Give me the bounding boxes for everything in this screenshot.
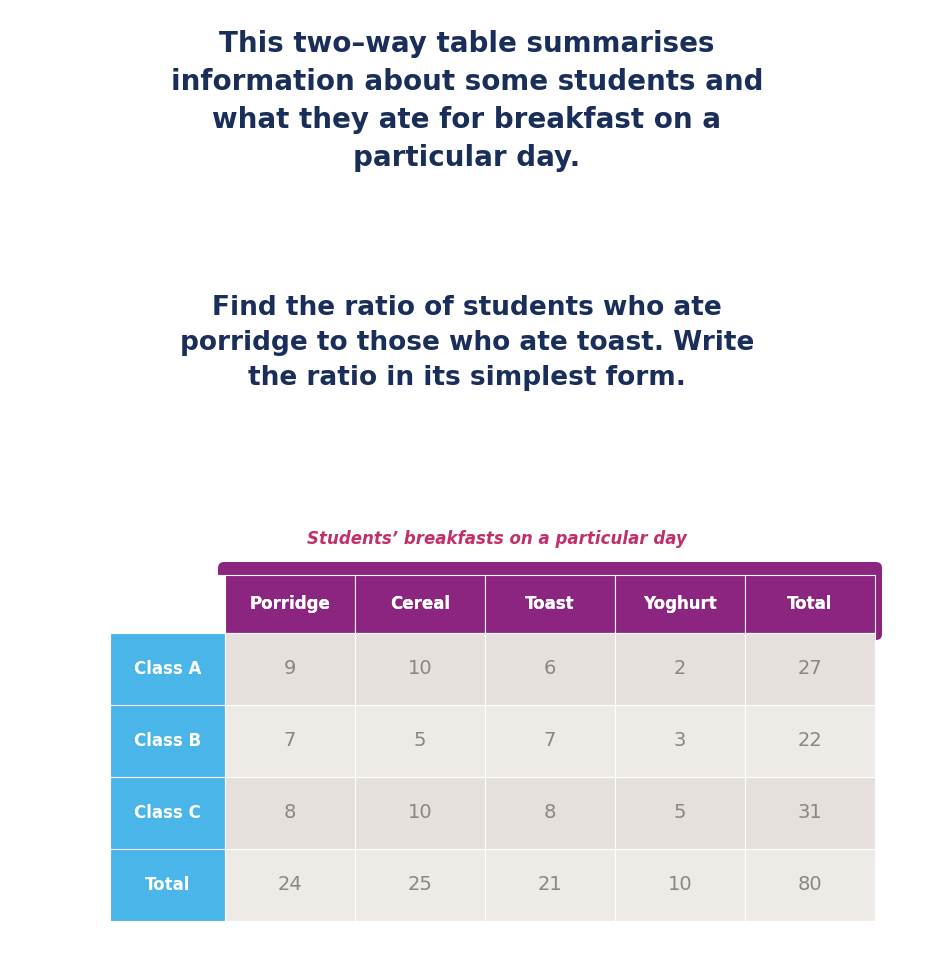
Bar xyxy=(225,575,355,633)
Text: This two–way table summarises
information about some students and
what they ate : This two–way table summarises informatio… xyxy=(171,30,763,171)
Bar xyxy=(485,575,615,633)
Bar xyxy=(485,633,615,705)
Text: 27: 27 xyxy=(798,659,822,679)
Text: 5: 5 xyxy=(673,804,686,822)
Text: 21: 21 xyxy=(538,876,562,894)
Bar xyxy=(485,705,615,777)
Bar xyxy=(615,777,745,849)
Bar xyxy=(745,849,875,921)
Bar xyxy=(745,575,875,633)
Text: Class C: Class C xyxy=(134,804,201,822)
Text: 24: 24 xyxy=(277,876,303,894)
Text: Students’ breakfasts on a particular day: Students’ breakfasts on a particular day xyxy=(307,530,686,548)
Bar xyxy=(745,633,875,705)
Text: 9: 9 xyxy=(284,659,296,679)
Bar xyxy=(745,705,875,777)
Bar xyxy=(485,849,615,921)
Text: 22: 22 xyxy=(798,731,822,751)
Text: 7: 7 xyxy=(544,731,556,751)
Text: 2: 2 xyxy=(673,659,686,679)
Text: 80: 80 xyxy=(798,876,822,894)
Bar xyxy=(355,849,485,921)
Text: 5: 5 xyxy=(414,731,426,751)
Bar xyxy=(615,849,745,921)
Bar xyxy=(110,705,225,777)
Bar xyxy=(745,777,875,849)
Text: Class A: Class A xyxy=(134,660,201,678)
Bar xyxy=(110,633,225,705)
Text: 31: 31 xyxy=(798,804,822,822)
Bar xyxy=(110,777,225,849)
Text: Yoghurt: Yoghurt xyxy=(644,595,717,613)
Text: Toast: Toast xyxy=(525,595,574,613)
Bar xyxy=(615,633,745,705)
Text: 10: 10 xyxy=(668,876,692,894)
Text: Total: Total xyxy=(787,595,833,613)
Bar xyxy=(225,777,355,849)
Text: Porridge: Porridge xyxy=(249,595,331,613)
Bar xyxy=(225,705,355,777)
Text: 7: 7 xyxy=(284,731,296,751)
Text: Find the ratio of students who ate
porridge to those who ate toast. Write
the ra: Find the ratio of students who ate porri… xyxy=(180,295,754,391)
Text: Cereal: Cereal xyxy=(390,595,450,613)
Text: 10: 10 xyxy=(407,804,432,822)
Bar xyxy=(225,633,355,705)
Text: Toast: Toast xyxy=(525,595,574,613)
Text: 25: 25 xyxy=(407,876,432,894)
Bar xyxy=(355,575,485,633)
Bar xyxy=(355,777,485,849)
Text: Total: Total xyxy=(787,595,833,613)
Text: 8: 8 xyxy=(284,804,296,822)
Bar xyxy=(615,575,745,633)
Text: 6: 6 xyxy=(544,659,556,679)
Text: 8: 8 xyxy=(544,804,556,822)
Bar xyxy=(485,777,615,849)
Bar xyxy=(110,849,225,921)
Text: Cereal: Cereal xyxy=(390,595,450,613)
Text: Total: Total xyxy=(145,876,191,894)
Text: Yoghurt: Yoghurt xyxy=(644,595,717,613)
Bar xyxy=(615,705,745,777)
Text: Porridge: Porridge xyxy=(249,595,331,613)
Text: Class B: Class B xyxy=(134,732,201,750)
Bar xyxy=(110,575,225,633)
Text: 3: 3 xyxy=(673,731,686,751)
Bar xyxy=(355,705,485,777)
FancyBboxPatch shape xyxy=(218,562,882,640)
Bar xyxy=(225,849,355,921)
Bar xyxy=(355,633,485,705)
Text: 10: 10 xyxy=(407,659,432,679)
